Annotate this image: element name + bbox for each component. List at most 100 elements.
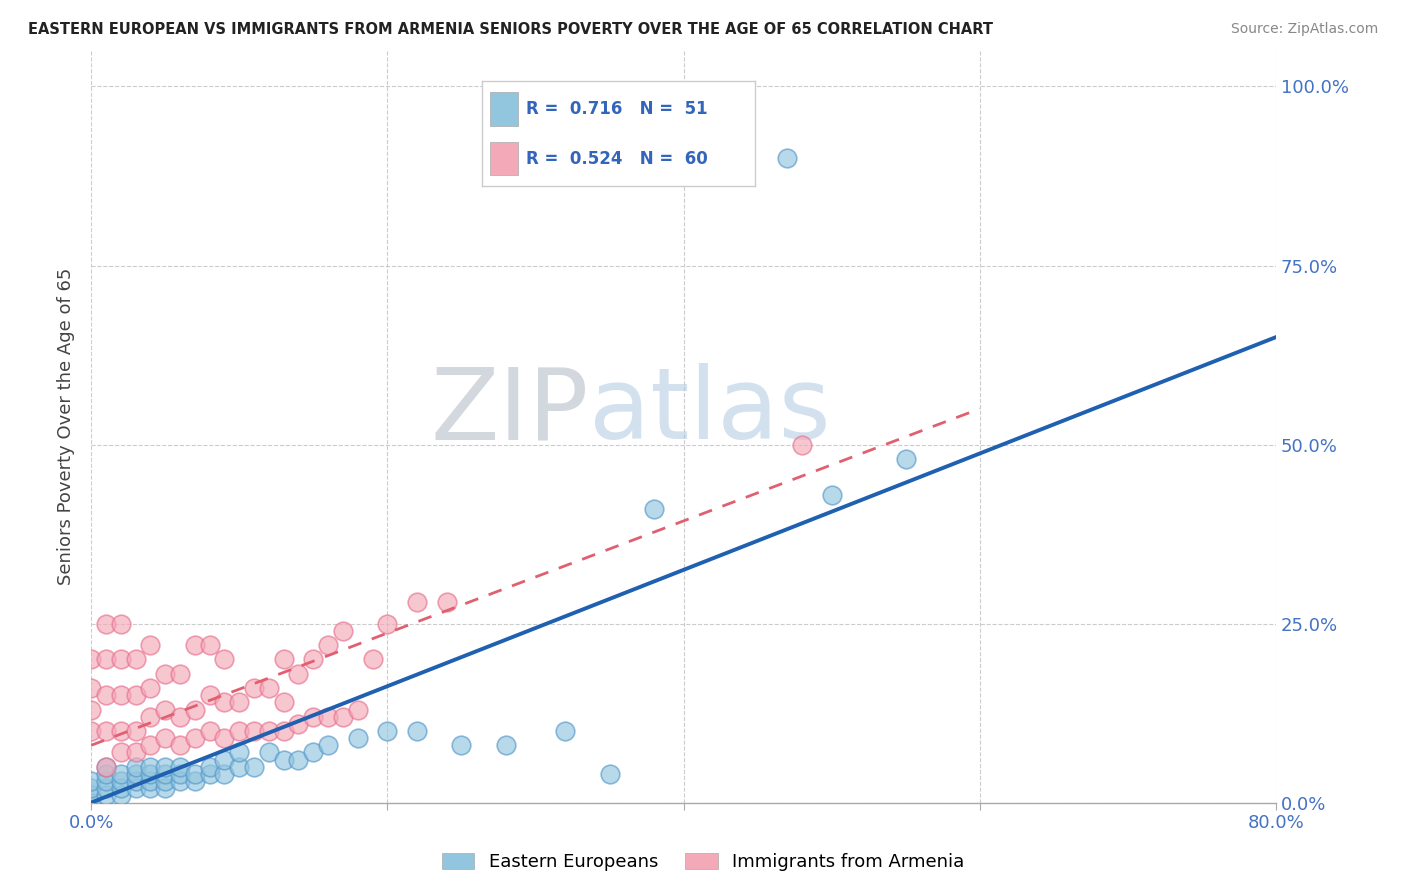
Point — [198, 688, 221, 702]
Point — [110, 688, 132, 702]
Point — [110, 652, 132, 666]
Point — [169, 767, 191, 781]
Point — [169, 774, 191, 789]
Point — [198, 723, 221, 738]
Point — [302, 709, 325, 723]
Point — [94, 781, 117, 796]
Point — [94, 760, 117, 774]
Point — [361, 652, 384, 666]
Point — [184, 767, 207, 781]
Point — [110, 789, 132, 803]
Point — [169, 666, 191, 681]
Point — [243, 681, 266, 695]
Point — [776, 151, 799, 165]
Point — [377, 616, 399, 631]
Point — [169, 739, 191, 753]
Point — [257, 723, 280, 738]
Point — [94, 723, 117, 738]
Point — [80, 652, 103, 666]
Point — [94, 774, 117, 789]
Point — [214, 695, 236, 709]
Point — [214, 652, 236, 666]
Text: EASTERN EUROPEAN VS IMMIGRANTS FROM ARMENIA SENIORS POVERTY OVER THE AGE OF 65 C: EASTERN EUROPEAN VS IMMIGRANTS FROM ARME… — [28, 22, 993, 37]
Point — [643, 502, 665, 516]
Point — [198, 760, 221, 774]
Point — [316, 709, 339, 723]
Point — [110, 781, 132, 796]
Point — [228, 746, 250, 760]
Point — [406, 595, 429, 609]
Point — [94, 688, 117, 702]
Point — [302, 652, 325, 666]
Point — [94, 760, 117, 774]
Legend: Eastern Europeans, Immigrants from Armenia: Eastern Europeans, Immigrants from Armen… — [434, 846, 972, 879]
Point — [139, 767, 162, 781]
Point — [124, 652, 146, 666]
Point — [332, 624, 354, 638]
Point — [894, 451, 917, 466]
Point — [80, 723, 103, 738]
Point — [214, 731, 236, 746]
Point — [94, 616, 117, 631]
Point — [153, 774, 176, 789]
Point — [287, 666, 309, 681]
Point — [94, 767, 117, 781]
Point — [436, 595, 458, 609]
Point — [214, 753, 236, 767]
Point — [316, 739, 339, 753]
Point — [153, 702, 176, 716]
Point — [139, 760, 162, 774]
Point — [110, 723, 132, 738]
Point — [228, 695, 250, 709]
Point — [332, 709, 354, 723]
Point — [273, 652, 295, 666]
Point — [153, 781, 176, 796]
Point — [198, 638, 221, 652]
Point — [139, 638, 162, 652]
Point — [228, 760, 250, 774]
Y-axis label: Seniors Poverty Over the Age of 65: Seniors Poverty Over the Age of 65 — [58, 268, 75, 585]
Point — [153, 760, 176, 774]
Point — [273, 753, 295, 767]
Point — [184, 702, 207, 716]
Point — [124, 774, 146, 789]
Point — [257, 681, 280, 695]
Point — [346, 731, 368, 746]
Point — [124, 723, 146, 738]
Point — [153, 666, 176, 681]
Point — [153, 767, 176, 781]
Point — [94, 789, 117, 803]
Text: ZIP: ZIP — [430, 363, 589, 460]
Point — [287, 753, 309, 767]
Text: atlas: atlas — [589, 363, 831, 460]
Point — [450, 739, 472, 753]
Point — [184, 774, 207, 789]
Point — [153, 731, 176, 746]
Point — [554, 723, 576, 738]
Point — [243, 760, 266, 774]
Point — [124, 767, 146, 781]
Point — [821, 488, 844, 502]
Point — [495, 739, 517, 753]
Point — [214, 767, 236, 781]
Point — [80, 681, 103, 695]
Point — [139, 739, 162, 753]
Point — [169, 709, 191, 723]
Point — [346, 702, 368, 716]
Point — [257, 746, 280, 760]
Point — [184, 731, 207, 746]
Point — [302, 746, 325, 760]
Point — [80, 796, 103, 810]
Point — [316, 638, 339, 652]
Point — [198, 767, 221, 781]
Point — [273, 695, 295, 709]
Point — [377, 723, 399, 738]
Point — [110, 746, 132, 760]
Point — [169, 760, 191, 774]
Point — [110, 774, 132, 789]
Point — [139, 709, 162, 723]
Point — [139, 681, 162, 695]
Point — [124, 746, 146, 760]
Point — [790, 437, 813, 451]
Point — [94, 652, 117, 666]
